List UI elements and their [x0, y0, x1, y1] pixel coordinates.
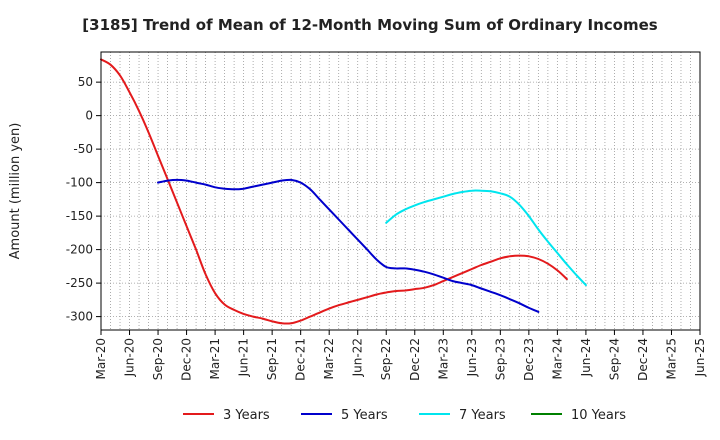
chart-title: [3185] Trend of Mean of 12-Month Moving …: [82, 16, 657, 34]
x-tick-label: Dec-24: [636, 338, 650, 381]
y-tick-label: 0: [85, 109, 93, 123]
legend-label-7-years: 7 Years: [459, 408, 506, 423]
y-tick-label: -50: [73, 142, 93, 156]
x-tick-label: Mar-25: [664, 338, 678, 379]
x-tick-label: Sep-23: [493, 338, 507, 380]
x-tick-label: Mar-23: [436, 338, 450, 379]
x-tick-label: Mar-22: [322, 338, 336, 379]
series-line-3-years: [100, 58, 568, 325]
series-line-5-years: [157, 178, 540, 313]
x-tick-label: Jun-20: [123, 338, 137, 377]
legend-label-5-years: 5 Years: [341, 408, 388, 423]
x-tick-label: Sep-24: [607, 338, 621, 380]
legend-label-3-years: 3 Years: [223, 408, 270, 423]
y-tick-label: -100: [66, 176, 93, 190]
y-axis-label: Amount (million yen): [8, 123, 23, 260]
x-tick-label: Sep-20: [151, 338, 165, 380]
y-tick-label: -150: [66, 209, 93, 223]
x-tick-label: Jun-23: [465, 338, 479, 377]
series-line-7-years: [385, 189, 587, 287]
x-tick-label: Jun-22: [351, 338, 365, 377]
x-tick-label: Mar-20: [94, 338, 108, 379]
x-tick-label: Dec-23: [522, 338, 536, 381]
x-tick-label: Dec-20: [180, 338, 194, 381]
series-lines: [100, 58, 587, 325]
y-tick-label: 50: [78, 75, 93, 89]
legend-label-10-years: 10 Years: [571, 408, 626, 423]
x-tick-label: Mar-24: [550, 338, 564, 379]
x-axis: Mar-20 Jun-20 Sep-20 Dec-20 Mar-21 Jun-21 Sep-…: [94, 330, 707, 381]
legend: 3 Years 5 Years 7 Years 10 Years: [183, 408, 626, 423]
y-tick-label: -250: [66, 276, 93, 290]
y-axis: 50 0 -50 -100 -150 -200 -250 -300: [66, 75, 101, 324]
x-tick-label: Dec-22: [408, 338, 422, 381]
x-tick-label: Dec-21: [294, 338, 308, 381]
x-tick-label: Jun-21: [237, 338, 251, 377]
x-tick-label: Mar-21: [208, 338, 222, 379]
x-tick-label: Jun-24: [579, 338, 593, 377]
y-tick-label: -200: [66, 243, 93, 257]
y-tick-label: -300: [66, 310, 93, 324]
x-tick-label: Sep-21: [265, 338, 279, 380]
x-tick-label: Jun-25: [693, 338, 707, 377]
x-tick-label: Sep-22: [379, 338, 393, 380]
grid: [101, 52, 700, 330]
plot-frame: [100, 51, 701, 331]
